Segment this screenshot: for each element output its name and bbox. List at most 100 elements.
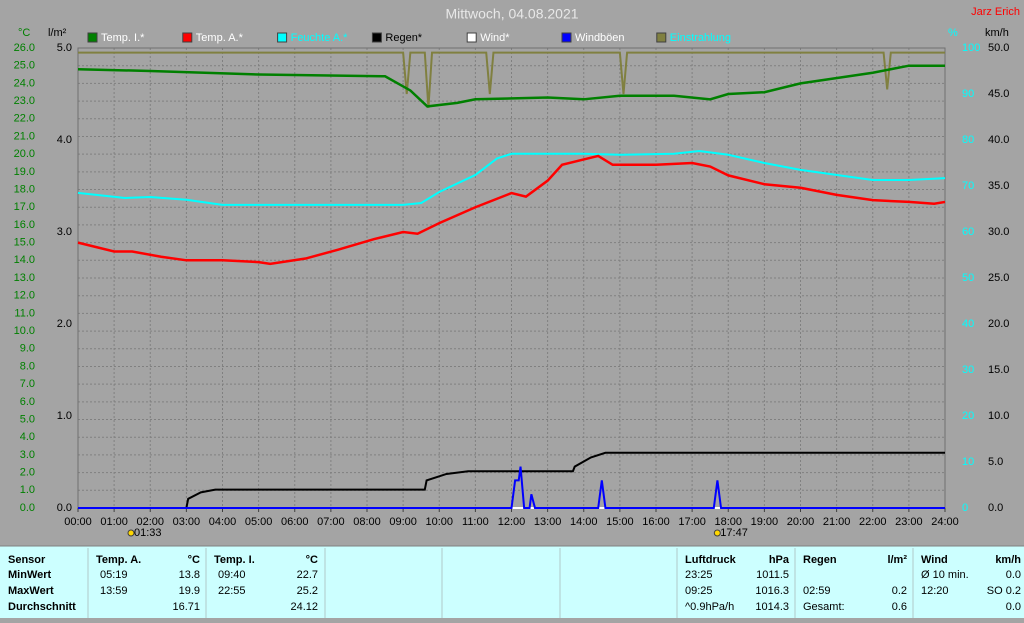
y4-tick-label: 50.0 — [988, 42, 1009, 54]
y-tick-label: 11.0 — [14, 307, 35, 319]
series-line — [78, 451, 945, 509]
y3-tick-label: 90 — [962, 88, 974, 100]
x-tick-label: 11:00 — [462, 516, 489, 528]
x-tick-label: 20:00 — [787, 516, 815, 528]
y3-tick-label: 0 — [962, 502, 968, 514]
table-cell: 0.0 — [1006, 569, 1021, 581]
table-header: Temp. I. — [214, 554, 255, 566]
table-cell: 24.12 — [290, 601, 318, 613]
legend-swatch — [182, 32, 193, 43]
y-tick-label: 26.0 — [14, 42, 35, 54]
x-tick-label: 16:00 — [642, 516, 670, 528]
x-tick-label: 23:00 — [895, 516, 923, 528]
x-tick-label: 06:00 — [281, 516, 309, 528]
table-cell: 02:59 — [803, 585, 831, 597]
legend-swatch — [466, 32, 477, 43]
y2-tick-label: 2.0 — [57, 318, 72, 330]
x-tick-label: 09:00 — [389, 516, 417, 528]
x-tick-label: 21:00 — [823, 516, 851, 528]
y4-tick-label: 35.0 — [988, 180, 1009, 192]
y4-tick-label: 40.0 — [988, 134, 1009, 146]
y3-tick-label: 10 — [962, 456, 974, 468]
table-separators — [87, 548, 914, 618]
x-tick-label: 24:00 — [931, 516, 959, 528]
table-cell: SO 0.2 — [987, 585, 1021, 597]
y4-tick-label: 10.0 — [988, 410, 1009, 422]
y-tick-label: 7.0 — [20, 378, 35, 390]
y2-tick-label: 3.0 — [57, 226, 72, 238]
y3-tick-label: 70 — [962, 180, 974, 192]
y3-tick-label: 30 — [962, 364, 974, 376]
y-tick-label: 0.0 — [20, 502, 35, 514]
x-tick-label: 05:00 — [245, 516, 273, 528]
annotation: 17:47 — [720, 527, 748, 539]
legend-label: Einstrahlung — [670, 32, 731, 44]
table-cell: 0.2 — [892, 585, 907, 597]
y-tick-label: 1.0 — [20, 484, 35, 496]
y2-axis-label: l/m² — [48, 27, 67, 39]
y3-tick-label: 60 — [962, 226, 974, 238]
series-line — [78, 466, 945, 509]
table-header: Sensor — [8, 554, 46, 566]
y-tick-label: 2.0 — [20, 467, 35, 479]
legend-label: Regen* — [385, 32, 422, 44]
y4-tick-label: 5.0 — [988, 456, 1003, 468]
annotation-icon — [713, 529, 721, 537]
series-line — [78, 51, 945, 108]
legend-label: Wind* — [480, 32, 510, 44]
y4-tick-label: 25.0 — [988, 272, 1009, 284]
legend-label: Windböen — [575, 32, 625, 44]
x-tick-label: 18:00 — [714, 516, 742, 528]
table-cell: 13.8 — [179, 569, 200, 581]
table-header: °C — [306, 554, 318, 566]
stats-table — [0, 546, 1024, 618]
y3-tick-label: 80 — [962, 134, 974, 146]
series-line — [77, 64, 945, 108]
y3-tick-label: 20 — [962, 410, 974, 422]
legend-swatch — [87, 32, 98, 43]
legend-label: Feuchte A.* — [291, 32, 349, 44]
table-header: km/h — [995, 554, 1021, 566]
chart-title: Mittwoch, 04.08.2021 — [445, 6, 578, 22]
series-line — [77, 154, 946, 266]
x-tick-label: 01:00 — [100, 516, 128, 528]
table-header: l/m² — [887, 554, 907, 566]
y-tick-label: 25.0 — [14, 60, 35, 72]
y3-tick-label: 100 — [962, 42, 980, 54]
annotation: 01:33 — [134, 527, 162, 539]
y2-tick-label: 1.0 — [57, 410, 72, 422]
y-tick-label: 15.0 — [14, 237, 35, 249]
y-tick-label: 24.0 — [14, 77, 35, 89]
legend-label: Temp. A.* — [196, 32, 244, 44]
y-tick-label: 19.0 — [14, 166, 35, 178]
x-tick-label: 17:00 — [678, 516, 706, 528]
table-cell: 12:20 — [921, 585, 949, 597]
y4-tick-label: 0.0 — [988, 502, 1003, 514]
table-cell: 05:19 — [100, 569, 128, 581]
y-tick-label: 18.0 — [14, 183, 35, 195]
table-header: °C — [188, 554, 200, 566]
table-cell: 22.7 — [297, 569, 318, 581]
table-cell: 0.0 — [1006, 601, 1021, 613]
x-tick-label: 07:00 — [317, 516, 345, 528]
table-cell: 09:40 — [218, 569, 246, 581]
x-tick-label: 10:00 — [425, 516, 453, 528]
table-cell: 0.6 — [892, 601, 907, 613]
y4-tick-label: 45.0 — [988, 88, 1009, 100]
table-cell: 1014.3 — [755, 601, 789, 613]
y4-tick-label: 20.0 — [988, 318, 1009, 330]
y-tick-label: 3.0 — [20, 449, 35, 461]
y-tick-label: 6.0 — [20, 396, 35, 408]
x-tick-label: 12:00 — [498, 516, 526, 528]
row-label: MaxWert — [8, 585, 54, 597]
x-tick-label: 22:00 — [859, 516, 887, 528]
table-cell: 1016.3 — [755, 585, 789, 597]
y-tick-label: 22.0 — [14, 113, 35, 125]
y2-tick-label: 5.0 — [57, 42, 72, 54]
table-header: Wind — [921, 554, 948, 566]
x-tick-label: 02:00 — [136, 516, 164, 528]
legend-swatch — [277, 32, 288, 43]
legend-swatch — [371, 32, 382, 43]
table-cell: 23:25 — [685, 569, 713, 581]
